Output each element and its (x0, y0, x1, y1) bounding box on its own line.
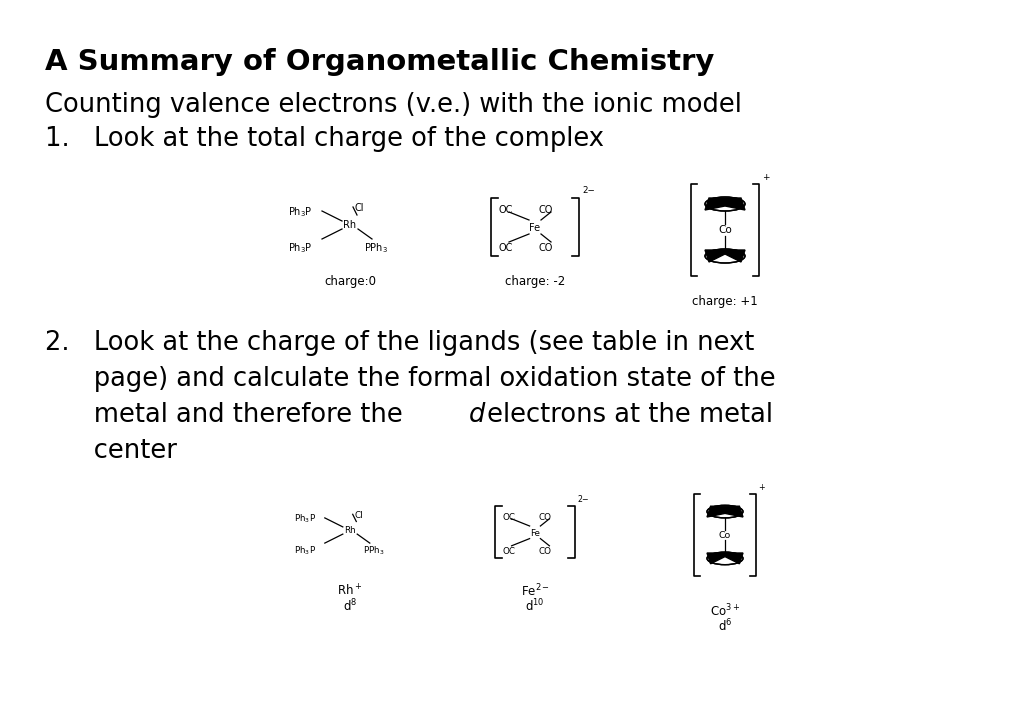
Polygon shape (706, 553, 742, 564)
Text: charge:0: charge:0 (324, 275, 376, 288)
Text: A Summary of Organometallic Chemistry: A Summary of Organometallic Chemistry (45, 48, 713, 76)
Text: metal and therefore the: metal and therefore the (45, 402, 411, 428)
Text: OC: OC (502, 513, 515, 521)
Text: +: + (761, 173, 768, 182)
Text: Co: Co (717, 225, 732, 235)
Text: 2−: 2− (582, 186, 594, 195)
Text: Cl: Cl (355, 510, 363, 520)
Text: center: center (45, 438, 177, 464)
Text: d: d (469, 402, 485, 428)
Text: 2.   Look at the charge of the ligands (see table in next: 2. Look at the charge of the ligands (se… (45, 330, 754, 356)
Text: electrons at the metal: electrons at the metal (479, 402, 772, 428)
Text: Co$^{3+}$: Co$^{3+}$ (709, 603, 740, 620)
Ellipse shape (706, 552, 742, 564)
Polygon shape (704, 198, 744, 210)
Text: OC: OC (498, 243, 513, 253)
Text: Ph$_3$P: Ph$_3$P (287, 205, 312, 219)
Text: CO: CO (538, 205, 553, 215)
Text: Ph$_3$P: Ph$_3$P (287, 241, 312, 255)
Text: Cl: Cl (355, 203, 364, 213)
Text: OC: OC (498, 205, 513, 215)
Text: Fe: Fe (529, 223, 540, 233)
Ellipse shape (704, 197, 744, 211)
Text: Rh: Rh (343, 220, 357, 230)
Polygon shape (706, 506, 742, 517)
Polygon shape (704, 250, 744, 262)
Text: Rh$^+$: Rh$^+$ (337, 583, 363, 598)
Text: 2−: 2− (577, 495, 588, 503)
Text: CO: CO (538, 546, 551, 556)
Text: Fe$^{2-}$: Fe$^{2-}$ (520, 583, 549, 600)
Text: Counting valence electrons (v.e.) with the ionic model: Counting valence electrons (v.e.) with t… (45, 92, 741, 118)
Text: d$^8$: d$^8$ (342, 598, 357, 615)
Text: PPh$_3$: PPh$_3$ (364, 241, 387, 255)
Text: page) and calculate the formal oxidation state of the: page) and calculate the formal oxidation… (45, 366, 774, 392)
Text: Co: Co (718, 531, 731, 539)
Text: d$^6$: d$^6$ (717, 618, 732, 634)
Text: OC: OC (502, 546, 515, 556)
Text: charge: -2: charge: -2 (504, 275, 565, 288)
Text: Fe: Fe (530, 528, 539, 538)
Text: d$^{10}$: d$^{10}$ (525, 598, 544, 615)
Text: Rh: Rh (343, 526, 356, 535)
Text: +: + (757, 483, 764, 492)
Ellipse shape (706, 505, 742, 518)
Text: Ph$_3$P: Ph$_3$P (293, 545, 316, 557)
Text: Ph$_3$P: Ph$_3$P (293, 513, 316, 525)
Text: CO: CO (538, 513, 551, 521)
Text: 1.   Look at the total charge of the complex: 1. Look at the total charge of the compl… (45, 126, 603, 152)
Text: PPh$_3$: PPh$_3$ (362, 545, 384, 557)
Ellipse shape (704, 249, 744, 263)
Text: CO: CO (538, 243, 553, 253)
Text: charge: +1: charge: +1 (692, 295, 757, 308)
